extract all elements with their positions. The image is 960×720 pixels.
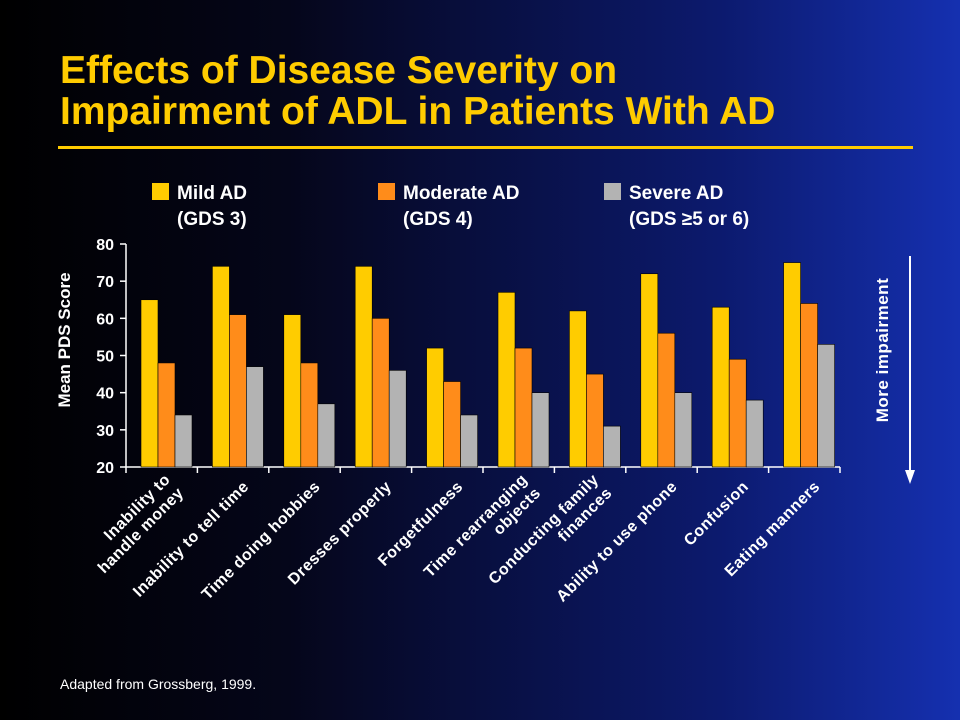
bar — [388, 370, 407, 468]
bar — [711, 306, 730, 468]
legend-sublabel-moderate: (GDS 4) — [403, 209, 473, 230]
legend-swatch-mild — [152, 183, 169, 200]
title-line-2: Impairment of ADL in Patients With AD — [60, 90, 776, 133]
slide-title: Effects of Disease Severity on Impairmen… — [60, 50, 920, 132]
bar — [283, 314, 302, 468]
bar — [497, 292, 516, 468]
bar — [443, 381, 461, 468]
bar — [800, 303, 818, 468]
bar — [300, 362, 319, 468]
bar — [354, 265, 373, 468]
bar — [783, 262, 801, 468]
legend-label-mild: Mild AD — [177, 183, 248, 204]
bar — [229, 314, 247, 468]
category-label: Time doing hobbies — [199, 478, 324, 603]
bar — [157, 362, 176, 468]
source-footnote: Adapted from Grossberg, 1999. — [60, 676, 257, 692]
legend-swatch-moderate — [378, 183, 395, 200]
bar — [140, 299, 159, 468]
y-axis-title: Mean PDS Score — [55, 272, 74, 407]
legend-label-moderate: Moderate AD — [403, 183, 520, 204]
y-tick-label: 60 — [96, 311, 114, 328]
impairment-indicator: More impairment — [870, 250, 896, 450]
impairment-label: More impairment — [873, 277, 892, 423]
bar — [728, 358, 747, 468]
bar — [531, 392, 550, 468]
category-label: Confusion — [681, 478, 752, 549]
bar — [569, 310, 587, 468]
bar — [640, 273, 659, 468]
bar — [745, 399, 764, 468]
bar — [817, 344, 835, 468]
category-label-line: Time doing hobbies — [199, 478, 324, 603]
title-divider — [58, 146, 913, 149]
y-tick-label: 50 — [96, 349, 114, 366]
bar — [212, 265, 230, 468]
bar — [657, 332, 676, 468]
bar — [603, 425, 621, 468]
y-tick-label: 40 — [96, 386, 114, 403]
category-label: Time rearrangingobjects — [421, 471, 544, 594]
legend-sublabel-mild: (GDS 3) — [177, 209, 247, 230]
bar — [460, 414, 478, 468]
bar — [674, 392, 693, 468]
bar — [426, 347, 444, 468]
y-tick-label: 80 — [96, 237, 114, 254]
legend-sublabel-severe: (GDS ≥5 or 6) — [629, 209, 750, 230]
legend-swatch-severe — [604, 183, 621, 200]
impairment-arrow-head — [905, 470, 915, 484]
bar — [586, 373, 604, 468]
y-tick-label: 70 — [96, 274, 114, 291]
bar — [246, 366, 264, 468]
bar — [317, 403, 336, 468]
title-line-1: Effects of Disease Severity on — [60, 49, 618, 92]
category-label-line: Confusion — [681, 478, 752, 549]
legend-label-severe: Severe AD — [629, 183, 724, 204]
bar — [174, 414, 193, 468]
bar — [371, 318, 390, 468]
y-tick-label: 30 — [96, 423, 114, 440]
bar — [514, 347, 533, 468]
y-tick-label: 20 — [96, 460, 114, 477]
